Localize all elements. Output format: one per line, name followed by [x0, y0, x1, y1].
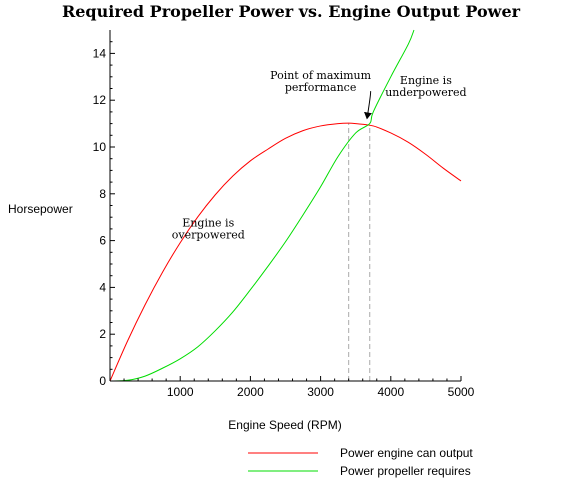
- y-axis-label: Horsepower: [8, 202, 73, 216]
- y-tick-label: 14: [93, 46, 107, 60]
- annotation-1: Engine is underpowered: [385, 74, 466, 99]
- annotation-line: overpowered: [172, 229, 245, 242]
- legend-label-0: Power engine can output: [340, 446, 473, 460]
- x-tick-label: 5000: [448, 385, 475, 399]
- y-tick-label: 0: [99, 374, 106, 388]
- reference-lines: [348, 123, 371, 381]
- x-tick-label: 2000: [237, 385, 264, 399]
- annotation-line: Engine is: [182, 217, 234, 230]
- x-tick-label: 4000: [377, 385, 404, 399]
- y-tick-label: 10: [93, 140, 107, 154]
- y-tick-label: 8: [99, 187, 106, 201]
- chart-title: Required Propeller Power vs. Engine Outp…: [62, 2, 521, 21]
- legend: Power engine can output Power propeller r…: [248, 446, 473, 478]
- series-line-1: [109, 29, 415, 382]
- y-tick-label: 6: [99, 234, 106, 248]
- annotation-0: Point of maximum performance: [270, 69, 372, 94]
- annotation-arrow: [364, 91, 372, 120]
- x-axis-label: Engine Speed (RPM): [228, 418, 341, 432]
- y-tick-label: 2: [99, 327, 106, 341]
- series-layer: [109, 29, 462, 382]
- x-tick-label: 3000: [307, 385, 334, 399]
- y-tick-label: 12: [93, 93, 107, 107]
- axes: 1000 2000 3000 4000 5000 0 2 4 6 8 10 12 14: [93, 30, 475, 399]
- annotation-2: Engine is overpowered: [172, 217, 245, 242]
- annotation-line: performance: [285, 81, 357, 94]
- series-line-0: [109, 122, 462, 382]
- legend-label-1: Power propeller requires: [340, 464, 471, 478]
- annotation-line: Engine is: [400, 74, 452, 87]
- y-tick-label: 4: [99, 280, 106, 294]
- annotation-line: underpowered: [385, 86, 466, 99]
- annotation-line: Point of maximum: [270, 69, 372, 82]
- x-tick-label: 1000: [167, 385, 194, 399]
